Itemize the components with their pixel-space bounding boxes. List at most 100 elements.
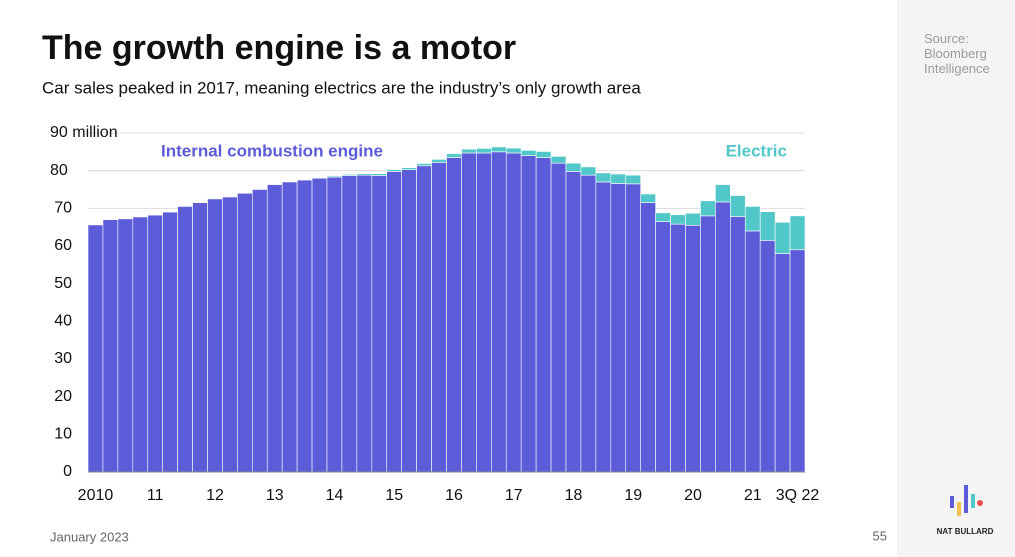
x-tick-label: 16 [445, 487, 463, 504]
logo-bar [964, 485, 968, 513]
bar-segment [744, 230, 761, 473]
bar-segment [117, 218, 134, 473]
bar-segment [774, 221, 791, 254]
bar-segment [610, 173, 627, 184]
x-tick-label: 13 [266, 487, 284, 504]
bar-segment [715, 201, 731, 473]
bar-segment [401, 167, 417, 170]
bar-segment [730, 195, 746, 217]
bar-segment [252, 189, 268, 473]
x-tick-label: 12 [206, 487, 224, 504]
bar-segment [356, 173, 373, 176]
bar-segment [461, 148, 477, 154]
bar-segment [535, 151, 552, 158]
bar-segment [535, 157, 552, 473]
bar-segment [580, 174, 597, 473]
bar-segment [281, 181, 298, 473]
x-tick-label: 20 [684, 487, 702, 504]
bar-segment [147, 214, 163, 473]
bar-segment [431, 159, 447, 163]
bar-segment [356, 174, 373, 473]
bar-segment [491, 146, 507, 153]
logo-dot [977, 500, 983, 506]
bar-segment [446, 157, 462, 473]
logo [950, 485, 983, 516]
bar-segment [670, 214, 686, 225]
bar-segment [640, 193, 656, 203]
footer-date: January 2023 [50, 529, 129, 544]
x-tick-label: 19 [624, 487, 642, 504]
sidebar [897, 0, 1015, 557]
bar-segment [341, 175, 358, 473]
bar-segment [774, 253, 791, 473]
series-label: Electric [726, 141, 787, 160]
bar-segment [461, 152, 477, 473]
bar-segment [222, 196, 238, 473]
bar-segment [565, 171, 582, 473]
bar-segment [759, 240, 776, 473]
bar-segment [685, 224, 701, 473]
bar-segment [431, 162, 447, 473]
bar-segment [266, 184, 283, 473]
bar-segment [401, 169, 417, 473]
bar-segment [610, 183, 627, 473]
bar-segment [386, 171, 402, 473]
bar-segment [446, 153, 462, 158]
x-tick-label: 21 [744, 487, 762, 504]
y-tick-label: 90 million [50, 124, 118, 141]
page-number: 55 [873, 528, 887, 543]
bar-segment [505, 147, 522, 154]
y-tick-label: 50 [54, 275, 72, 292]
bar-segment [416, 163, 432, 167]
bar-segment [685, 212, 701, 226]
bar-segment [296, 179, 313, 473]
source-note: Source: Bloomberg Intelligence [924, 31, 990, 76]
series-label: Internal combustion engine [161, 141, 383, 160]
y-tick-label: 80 [50, 162, 68, 179]
bar-segment [207, 198, 223, 473]
bar-segment [550, 162, 567, 473]
bar-segment [655, 212, 671, 222]
bar-segment [326, 175, 343, 178]
bar-segment [595, 172, 612, 183]
bar-segment [491, 151, 507, 473]
logo-bar [957, 502, 961, 516]
bar-segment [371, 175, 388, 473]
bar-segment [416, 165, 432, 473]
bar-segment [789, 249, 806, 473]
chart-subtitle: Car sales peaked in 2017, meaning electr… [42, 78, 641, 97]
logo-bar [971, 494, 975, 508]
brand: NAT BULLARD [936, 527, 994, 536]
bar-segment [744, 206, 761, 232]
bar-segment [386, 169, 402, 172]
bar-segment [625, 183, 641, 473]
bar-segment [595, 181, 612, 473]
bar-segment [476, 152, 492, 473]
x-tick-label: 3Q 22 [776, 487, 820, 504]
x-tick-label: 18 [565, 487, 583, 504]
bar-segment [505, 152, 522, 473]
logo-bar [950, 496, 954, 508]
bar-segment [87, 224, 104, 473]
x-tick-label: 14 [326, 487, 344, 504]
y-tick-label: 20 [54, 388, 72, 405]
x-tick-label: 11 [147, 487, 164, 504]
bar-segment [700, 200, 716, 217]
x-tick-label: 2010 [78, 487, 114, 504]
bar-segment [326, 176, 343, 473]
bar-segment [565, 162, 582, 172]
bar-segment [625, 174, 641, 185]
bar-segment [670, 223, 686, 473]
bar-segment [132, 216, 149, 473]
bar-segment [655, 221, 671, 473]
bar-segment [102, 219, 119, 473]
bar-segment [715, 184, 731, 203]
bar-segment [237, 192, 253, 473]
y-tick-label: 10 [54, 426, 72, 443]
y-tick-label: 60 [54, 237, 72, 254]
x-tick-label: 15 [385, 487, 403, 504]
chart-title: The growth engine is a motor [42, 29, 516, 67]
x-tick-label: 17 [505, 487, 523, 504]
